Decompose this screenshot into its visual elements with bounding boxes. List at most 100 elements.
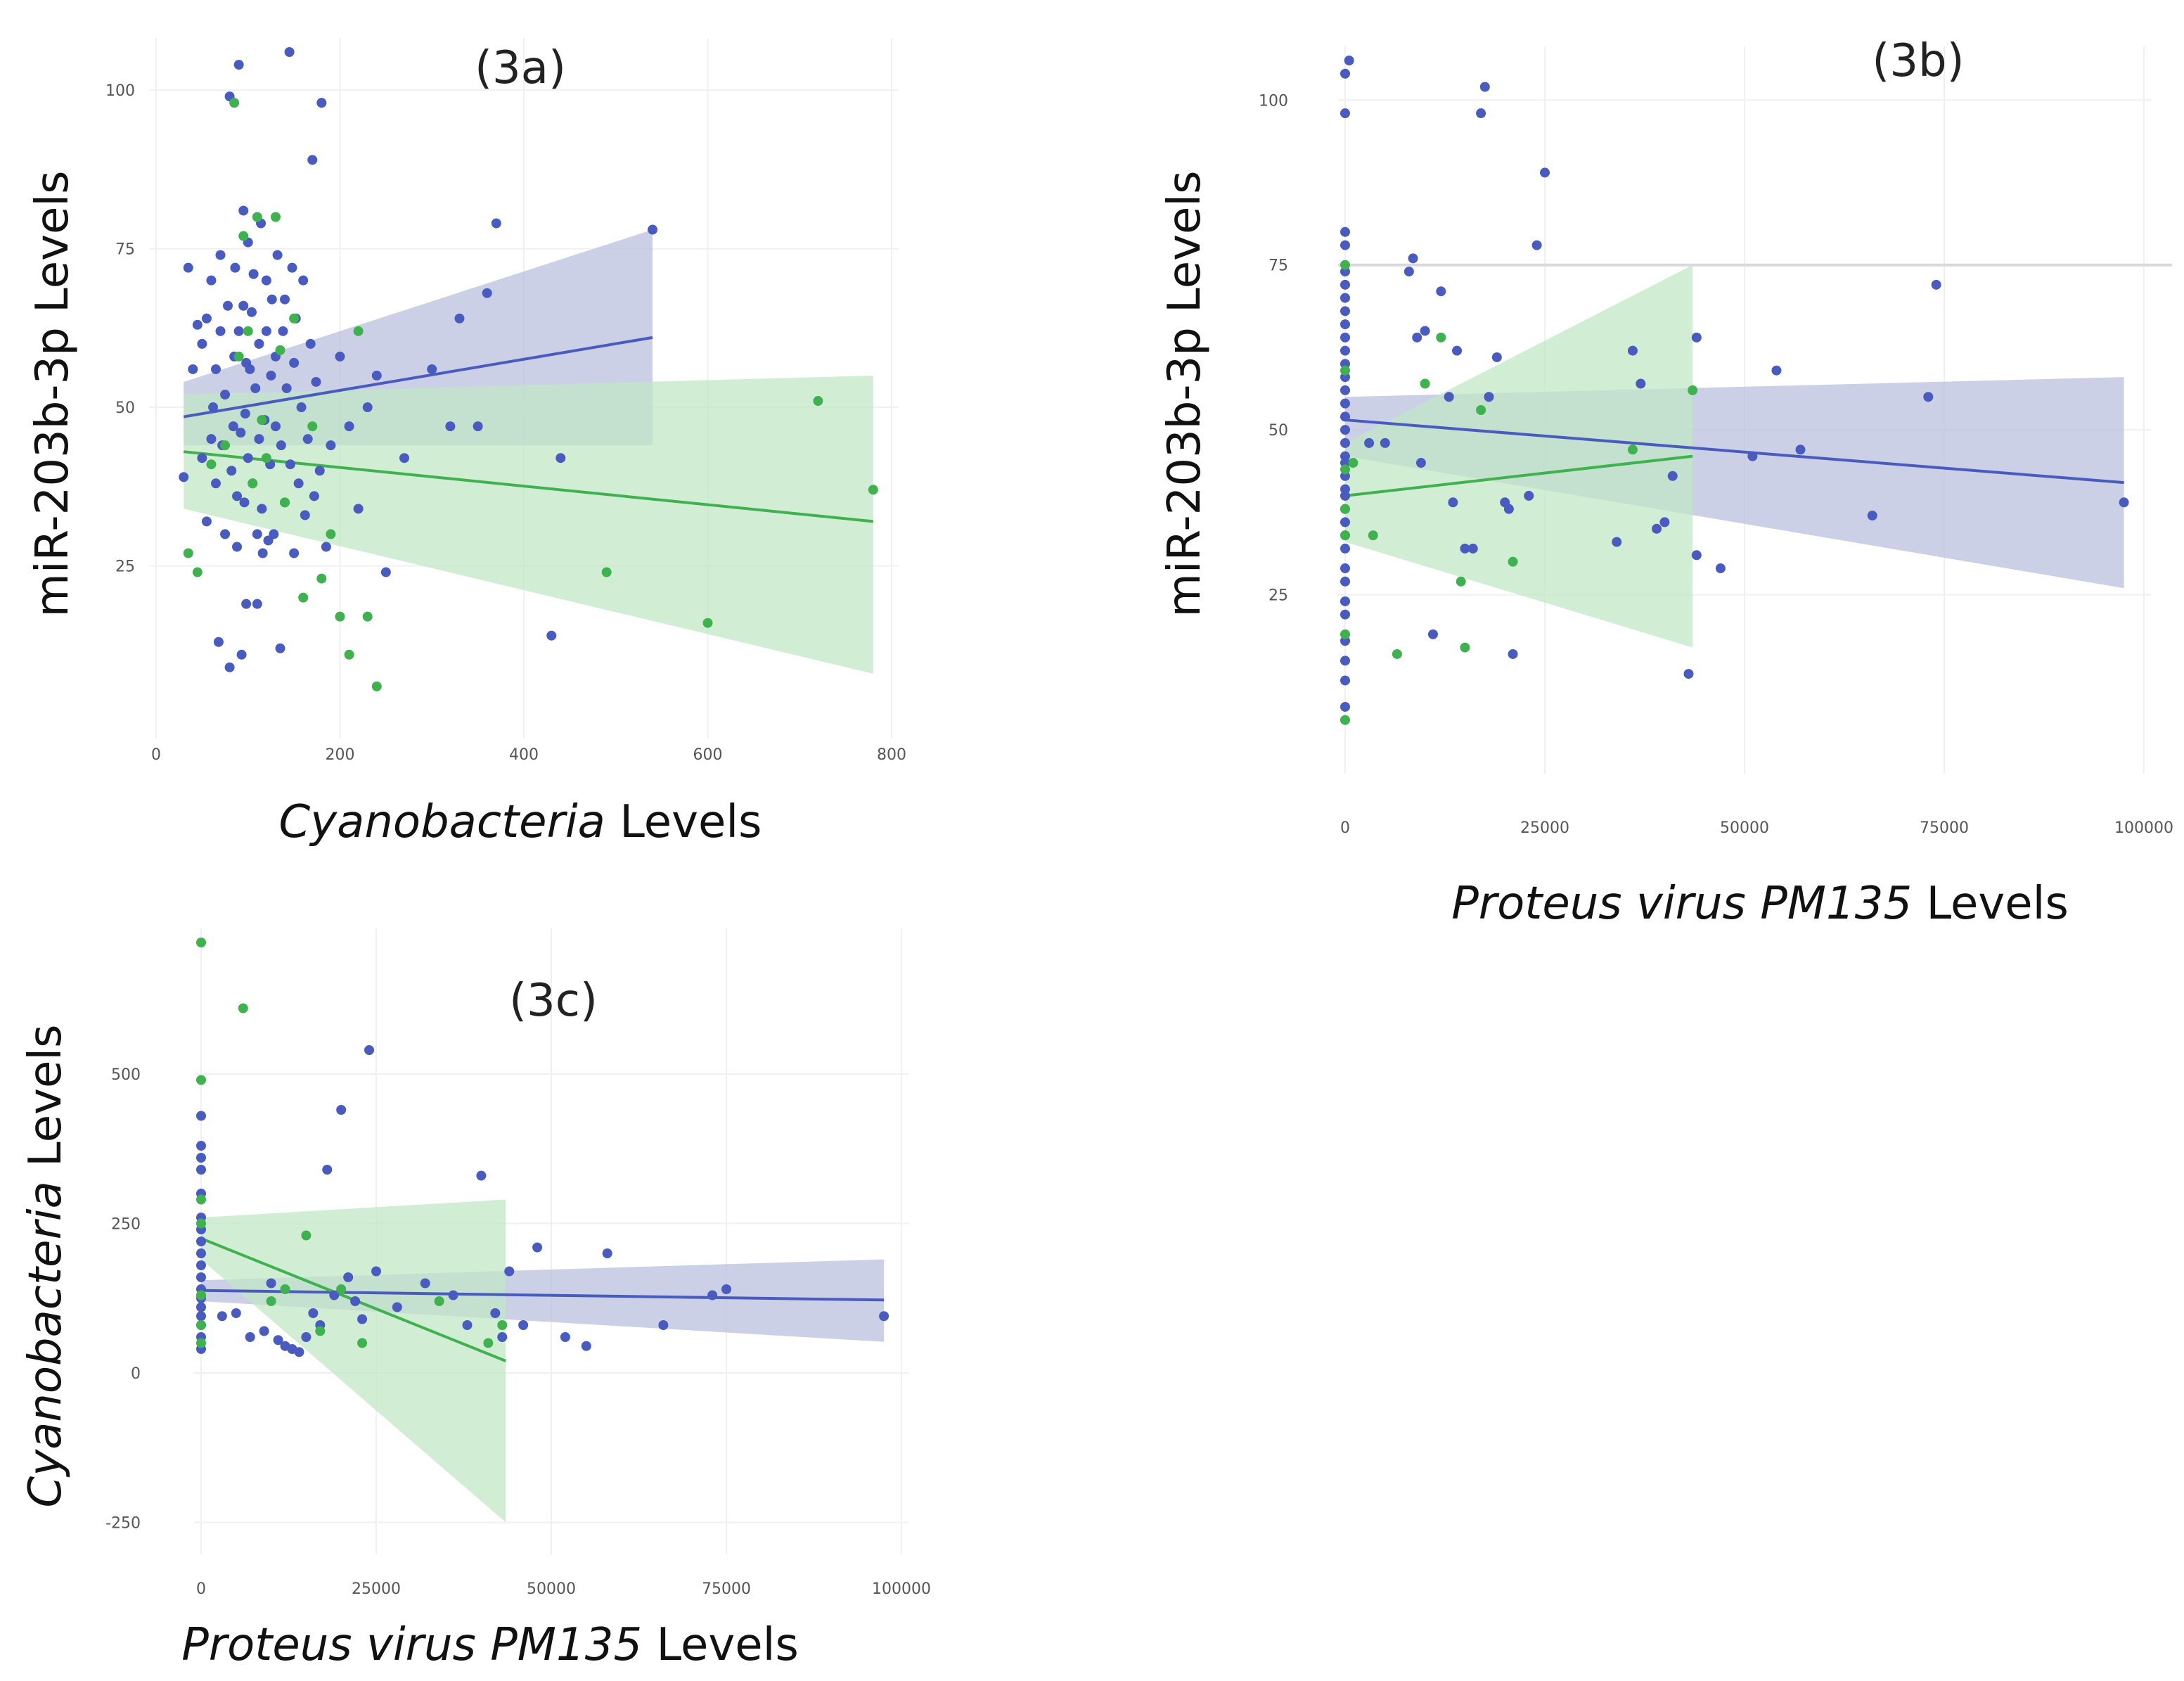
fit-line-series-2 (184, 450, 874, 523)
data-point (197, 338, 207, 349)
data-point (518, 1320, 529, 1330)
data-point (245, 1332, 255, 1342)
data-point (1467, 543, 1478, 554)
data-point (196, 1302, 206, 1312)
data-point (448, 1290, 458, 1300)
data-point (196, 1311, 206, 1322)
data-point (248, 269, 259, 279)
data-point (371, 681, 382, 691)
data-point (1691, 550, 1702, 561)
data-point (239, 497, 250, 508)
data-point (560, 1332, 570, 1342)
data-point (1340, 517, 1350, 528)
data-point (1340, 385, 1350, 395)
data-point (308, 1308, 319, 1318)
x-axis-label-rest: Levels (1912, 878, 2069, 930)
data-point (238, 300, 249, 311)
data-point (233, 326, 244, 336)
data-point (2119, 497, 2129, 508)
data-point (1380, 437, 1390, 448)
data-point (1340, 319, 1350, 330)
data-point (213, 637, 224, 647)
data-point (278, 326, 288, 336)
data-point (254, 338, 264, 349)
y-tick-label: 25 (115, 558, 135, 576)
data-point (280, 1284, 290, 1294)
data-point (1659, 517, 1670, 528)
data-point (329, 1290, 340, 1300)
x-tick-label: 0 (196, 1580, 206, 1598)
data-point (266, 370, 276, 381)
data-point (1503, 504, 1514, 514)
data-point (287, 262, 297, 273)
data-point (196, 1290, 206, 1300)
data-point (1344, 56, 1354, 65)
data-point (399, 453, 410, 464)
fit-line-series-1 (183, 335, 653, 418)
chart-3c: 0 25000 50000 75000 100000 -250 0 250 500 (3c) Pro… (20, 928, 931, 1671)
data-point (206, 434, 217, 445)
data-point (1364, 437, 1375, 448)
data-point (293, 478, 304, 489)
data-point (813, 396, 823, 407)
data-point (276, 440, 286, 451)
data-point (483, 1338, 494, 1348)
data-point (261, 453, 271, 464)
data-point (196, 1153, 206, 1163)
data-point (1436, 332, 1446, 343)
confidence-band-series-2 (201, 1199, 506, 1523)
data-point (1340, 345, 1350, 356)
data-point (335, 351, 345, 362)
data-point (233, 60, 244, 70)
data-point (294, 1347, 304, 1357)
data-point (298, 592, 309, 603)
data-point (1715, 563, 1726, 574)
fit-line-series-2 (1344, 454, 1693, 497)
chart-3b: 0 25000 50000 75000 100000 25 50 75 100 (3b) Prote… (1159, 35, 2173, 930)
data-point (1340, 484, 1350, 494)
data-point (206, 459, 217, 470)
x-axis-label-italic: Proteus virus PM135 (181, 1619, 642, 1671)
data-point (1340, 464, 1350, 475)
x-tick-label: 50000 (1720, 819, 1769, 837)
data-point (192, 319, 203, 330)
data-point (196, 1320, 206, 1330)
data-point (420, 1278, 430, 1289)
data-point (1667, 471, 1678, 481)
data-point (601, 567, 612, 577)
x-tick-label: 50000 (527, 1580, 576, 1598)
x-tick-label: 75000 (1920, 819, 1969, 837)
data-point (270, 212, 281, 222)
data-point (275, 345, 285, 355)
data-point (298, 275, 309, 286)
data-point (301, 1332, 311, 1342)
data-point (259, 1326, 269, 1336)
data-point (266, 1296, 276, 1306)
data-point (427, 364, 437, 374)
data-point (362, 402, 373, 413)
confidence-band-series-2 (1345, 264, 1693, 648)
data-point (344, 421, 354, 432)
data-point (302, 434, 313, 445)
y-axis-label: miR-203b-3p Levels (1159, 171, 1211, 618)
data-point (1691, 332, 1702, 343)
data-point (230, 262, 240, 273)
data-point (1340, 715, 1350, 725)
data-point (263, 535, 274, 546)
data-point (243, 326, 253, 336)
panel-3a: 0 200 400 600 800 25 50 75 100 (3a) Cyanobacteria … (0, 0, 942, 872)
data-point (648, 224, 658, 235)
data-point (224, 662, 235, 672)
x-axis-label: Proteus virus PM135 Levels (181, 1619, 799, 1671)
data-point (192, 567, 203, 577)
confidence-band-series-2 (184, 375, 873, 674)
data-point (1340, 596, 1350, 606)
data-point (1452, 345, 1463, 356)
data-point (196, 1194, 206, 1205)
data-point (1412, 332, 1422, 343)
data-point (252, 599, 262, 609)
points-series-2 (183, 98, 878, 691)
data-point (289, 357, 300, 368)
data-point (1484, 392, 1494, 402)
